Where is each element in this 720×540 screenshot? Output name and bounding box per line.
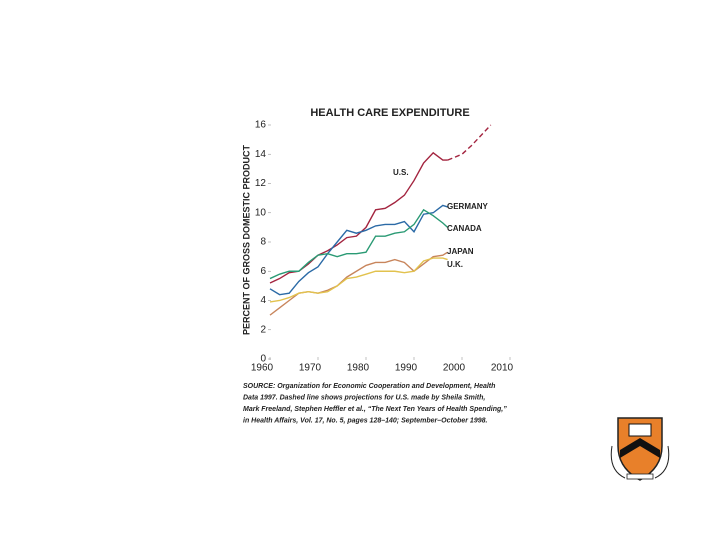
series-label: U.S. [393, 168, 409, 177]
y-tick-label: 8 [260, 237, 266, 248]
y-tick-label: 10 [255, 207, 267, 218]
x-tick-label: 2000 [443, 363, 466, 374]
y-tick-label: 6 [260, 266, 266, 277]
y-tick-label: 16 [255, 120, 267, 131]
x-tick-label: 2010 [491, 363, 514, 374]
x-tick-label: 1970 [299, 363, 322, 374]
y-tick-label: 2 [260, 324, 266, 335]
series-line [269, 208, 449, 280]
source-note: in Health Affairs, Vol. 17, No. 5, pages… [243, 418, 488, 425]
x-tick-label: 1990 [395, 363, 418, 374]
x-tick-label: 1960 [251, 363, 274, 374]
series-label: CANADA [447, 224, 482, 233]
chart-title: HEALTH CARE EXPENDITURE [310, 107, 469, 119]
projection-line [447, 124, 492, 161]
series-label: GERMANY [447, 202, 489, 211]
series-line [269, 204, 448, 296]
y-tick-label: 0 [260, 354, 266, 365]
x-tick-label: 1980 [347, 363, 370, 374]
source-note: Data 1997. Dashed line shows projections… [243, 395, 485, 402]
source-note: Mark Freeland, Stephen Heffler et al., “… [243, 406, 507, 413]
series-line [269, 257, 448, 303]
y-tick-label: 14 [255, 149, 267, 160]
series-label: JAPAN [447, 247, 474, 256]
source-note: SOURCE: Organization for Economic Cooper… [243, 383, 495, 390]
y-tick-label: 4 [260, 295, 266, 306]
series-label: U.K. [447, 260, 463, 269]
y-axis-title: PERCENT OF GROSS DOMESTIC PRODUCT [241, 144, 251, 335]
princeton-shield [610, 417, 670, 481]
y-tick-label: 12 [255, 178, 267, 189]
